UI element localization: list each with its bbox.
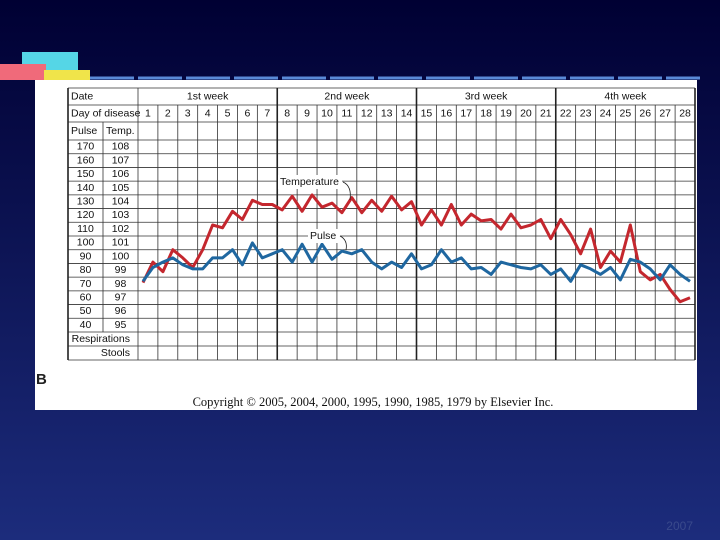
x-tick-label: 16 (440, 107, 452, 119)
x-tick-label: 24 (600, 107, 612, 119)
y-tick-label: 105 (112, 182, 130, 194)
x-tick-label: 6 (244, 107, 250, 119)
y2-tick-label: 100 (77, 237, 95, 249)
y2-tick-label: 40 (80, 319, 92, 331)
y2-tick-label: 80 (80, 264, 92, 276)
leader-line (339, 235, 347, 251)
x-tick-label: 1 (145, 107, 151, 119)
annotation-bg (278, 175, 342, 189)
y2-tick-label: 150 (77, 168, 95, 180)
y-tick-label: 104 (112, 195, 130, 207)
x-tick-label: 14 (401, 107, 413, 119)
y-tick-label: 96 (115, 305, 127, 317)
x-tick-label: 15 (421, 107, 433, 119)
y2-tick-label: 70 (80, 278, 92, 290)
x-tick-label: 8 (284, 107, 290, 119)
x-tick-label: 10 (321, 107, 333, 119)
annotation-bg (308, 229, 340, 243)
y-tick-label: 99 (115, 264, 127, 276)
row-label: Stools (101, 347, 130, 359)
x-tick-label: 28 (679, 107, 691, 119)
week-label: 1st week (187, 90, 229, 102)
footer: 2007 (666, 519, 693, 533)
y2-tick-label: 120 (77, 209, 95, 221)
y-tick-label: 100 (112, 250, 130, 262)
y2-tick-label: 130 (77, 195, 95, 207)
y-tick-label: 102 (112, 223, 130, 235)
caption: Copyright © 2005, 2004, 2000, 1995, 1990… (193, 395, 554, 409)
y2-tick-label: 170 (77, 141, 95, 153)
y2-tick-label: 90 (80, 250, 92, 262)
row-label: Respirations (72, 333, 130, 345)
x-tick-label: 7 (264, 107, 270, 119)
figure-panel (35, 80, 697, 410)
x-tick-label: 26 (639, 107, 651, 119)
y-tick-label: 106 (112, 168, 130, 180)
decor (0, 64, 46, 80)
x-tick-label: 23 (580, 107, 592, 119)
panel-label: B (36, 371, 47, 388)
x-tick-label: 3 (185, 107, 191, 119)
x-tick-label: 25 (620, 107, 632, 119)
y2-tick-label: 160 (77, 154, 95, 166)
y2-tick-label: 140 (77, 182, 95, 194)
leader-line (342, 181, 351, 201)
y2-tick-label: 60 (80, 291, 92, 303)
x-tick-label: 20 (520, 107, 532, 119)
y2-tick-label: 110 (77, 223, 94, 235)
x-tick-label: 11 (341, 107, 352, 119)
x-tick-label: 27 (659, 107, 671, 119)
y-tick-label: 107 (112, 154, 130, 166)
x-tick-label: 9 (304, 107, 310, 119)
x-tick-label: 2 (165, 107, 171, 119)
date-label: Date (71, 90, 93, 102)
x-tick-label: 19 (500, 107, 512, 119)
day-label: Day of disease (71, 107, 141, 119)
y2-tick-label: 50 (80, 305, 92, 317)
annotation: Temperature (280, 176, 339, 188)
x-tick-label: 4 (205, 107, 211, 119)
y-tick-label: 108 (112, 141, 130, 153)
week-label: 4th week (604, 90, 647, 102)
x-tick-label: 21 (540, 107, 552, 119)
x-tick-label: 17 (460, 107, 472, 119)
y-tick-label: 103 (112, 209, 130, 221)
pulse-header: Pulse (71, 125, 97, 137)
series-line (141, 241, 691, 283)
y-tick-label: 95 (115, 319, 127, 331)
y-tick-label: 97 (115, 291, 127, 303)
x-tick-label: 18 (480, 107, 492, 119)
y-tick-label: 101 (112, 237, 130, 249)
x-tick-label: 12 (361, 107, 373, 119)
x-tick-label: 13 (381, 107, 393, 119)
x-tick-label: 5 (225, 107, 231, 119)
week-label: 2nd week (324, 90, 370, 102)
week-label: 3rd week (465, 90, 508, 102)
annotation: Pulse (310, 230, 336, 242)
x-tick-label: 22 (560, 107, 572, 119)
y-tick-label: 98 (115, 278, 127, 290)
series-line (141, 193, 691, 304)
temp-header: Temp. (106, 125, 135, 137)
